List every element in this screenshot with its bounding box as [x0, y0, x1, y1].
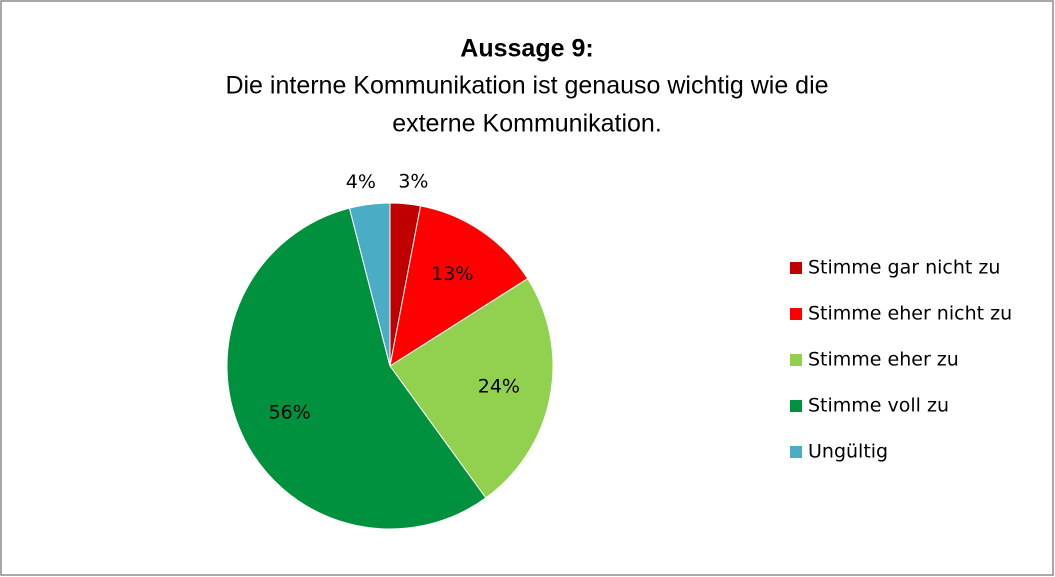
legend-label: Stimme eher nicht zu: [808, 303, 1012, 325]
legend-swatch: [790, 400, 802, 412]
legend-swatch: [790, 446, 802, 458]
data-label: 3%: [398, 170, 428, 192]
legend-label: Stimme eher zu: [808, 349, 959, 371]
pie-slice: [389, 205, 529, 368]
legend-label: Ungültig: [808, 441, 888, 463]
data-label: 24%: [478, 375, 520, 397]
pie-slice: [348, 202, 391, 367]
legend-swatch: [790, 354, 802, 366]
legend-swatch: [790, 308, 802, 320]
chart-title: Aussage 9:: [460, 35, 593, 63]
legend-label: Stimme voll zu: [808, 395, 949, 417]
data-label: 13%: [431, 263, 473, 285]
chart-subtitle: Die interne Kommunikation ist genauso wi…: [225, 72, 828, 100]
data-label: 4%: [346, 171, 376, 193]
pie-slice: [226, 207, 487, 530]
legend-swatch: [790, 262, 802, 274]
legend-label: Stimme gar nicht zu: [808, 257, 1000, 279]
chart-subtitle: externe Kommunikation.: [392, 110, 662, 138]
pie-slice: [389, 277, 554, 499]
data-label: 56%: [269, 402, 311, 424]
